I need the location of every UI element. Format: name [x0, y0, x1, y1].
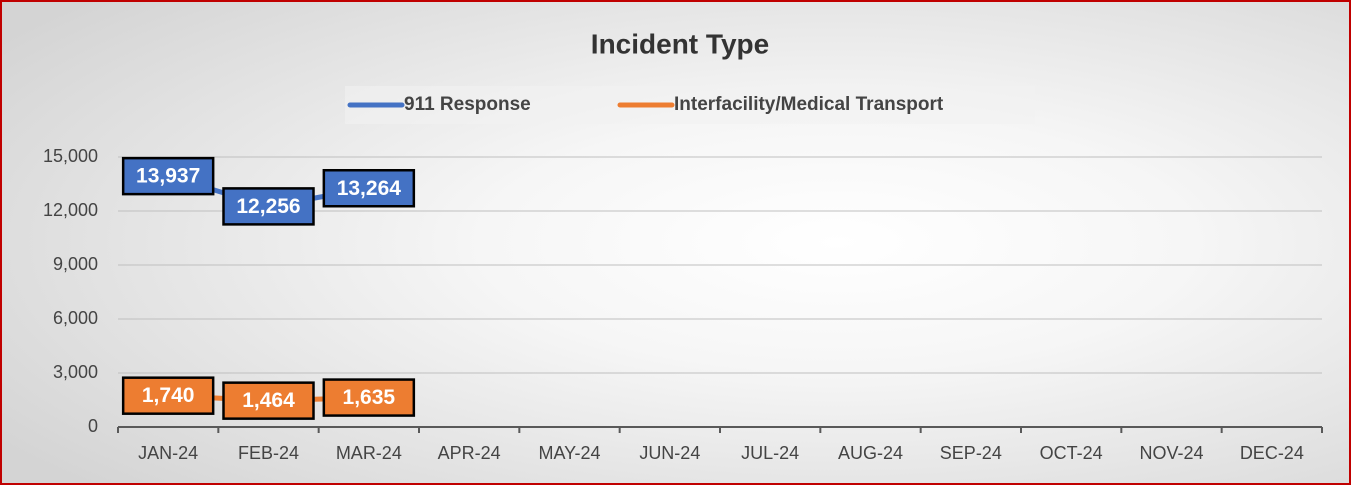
y-tick-label: 9,000: [53, 254, 98, 274]
data-label: 1,464: [242, 389, 295, 412]
x-tick-label: JUL-24: [741, 443, 799, 463]
y-tick-label: 6,000: [53, 308, 98, 328]
x-tick-label: MAR-24: [336, 443, 402, 463]
x-tick-label: DEC-24: [1240, 443, 1304, 463]
x-tick-label: APR-24: [438, 443, 501, 463]
data-label-box: [121, 156, 215, 196]
data-label-box: [222, 187, 315, 226]
y-tick-label: 3,000: [53, 362, 98, 382]
data-label: 13,264: [337, 177, 402, 200]
x-tick-label: NOV-24: [1139, 443, 1203, 463]
data-label-box: [322, 168, 416, 208]
x-tick-label: AUG-24: [838, 443, 903, 463]
data-label-box: [121, 376, 215, 415]
y-tick-label: 15,000: [43, 146, 98, 166]
legend-label: Interfacility/Medical Transport: [674, 94, 944, 115]
data-label: 13,937: [136, 165, 200, 188]
y-tick-label: 12,000: [43, 200, 98, 220]
data-label: 1,635: [343, 386, 396, 409]
x-tick-label: SEP-24: [940, 443, 1002, 463]
x-tick-label: JUN-24: [639, 443, 700, 463]
x-tick-label: JAN-24: [138, 443, 198, 463]
y-tick-label: 0: [88, 416, 98, 436]
data-label: 12,256: [236, 195, 300, 218]
legend-background: [345, 86, 1035, 124]
x-tick-label: MAY-24: [538, 443, 600, 463]
data-label-box: [222, 381, 315, 420]
x-tick-label: OCT-24: [1040, 443, 1103, 463]
data-label-box: [322, 378, 416, 417]
x-tick-label: FEB-24: [238, 443, 299, 463]
chart-title: Incident Type: [591, 28, 769, 59]
data-label: 1,740: [142, 384, 195, 407]
legend-label: 911 Response: [404, 94, 531, 115]
